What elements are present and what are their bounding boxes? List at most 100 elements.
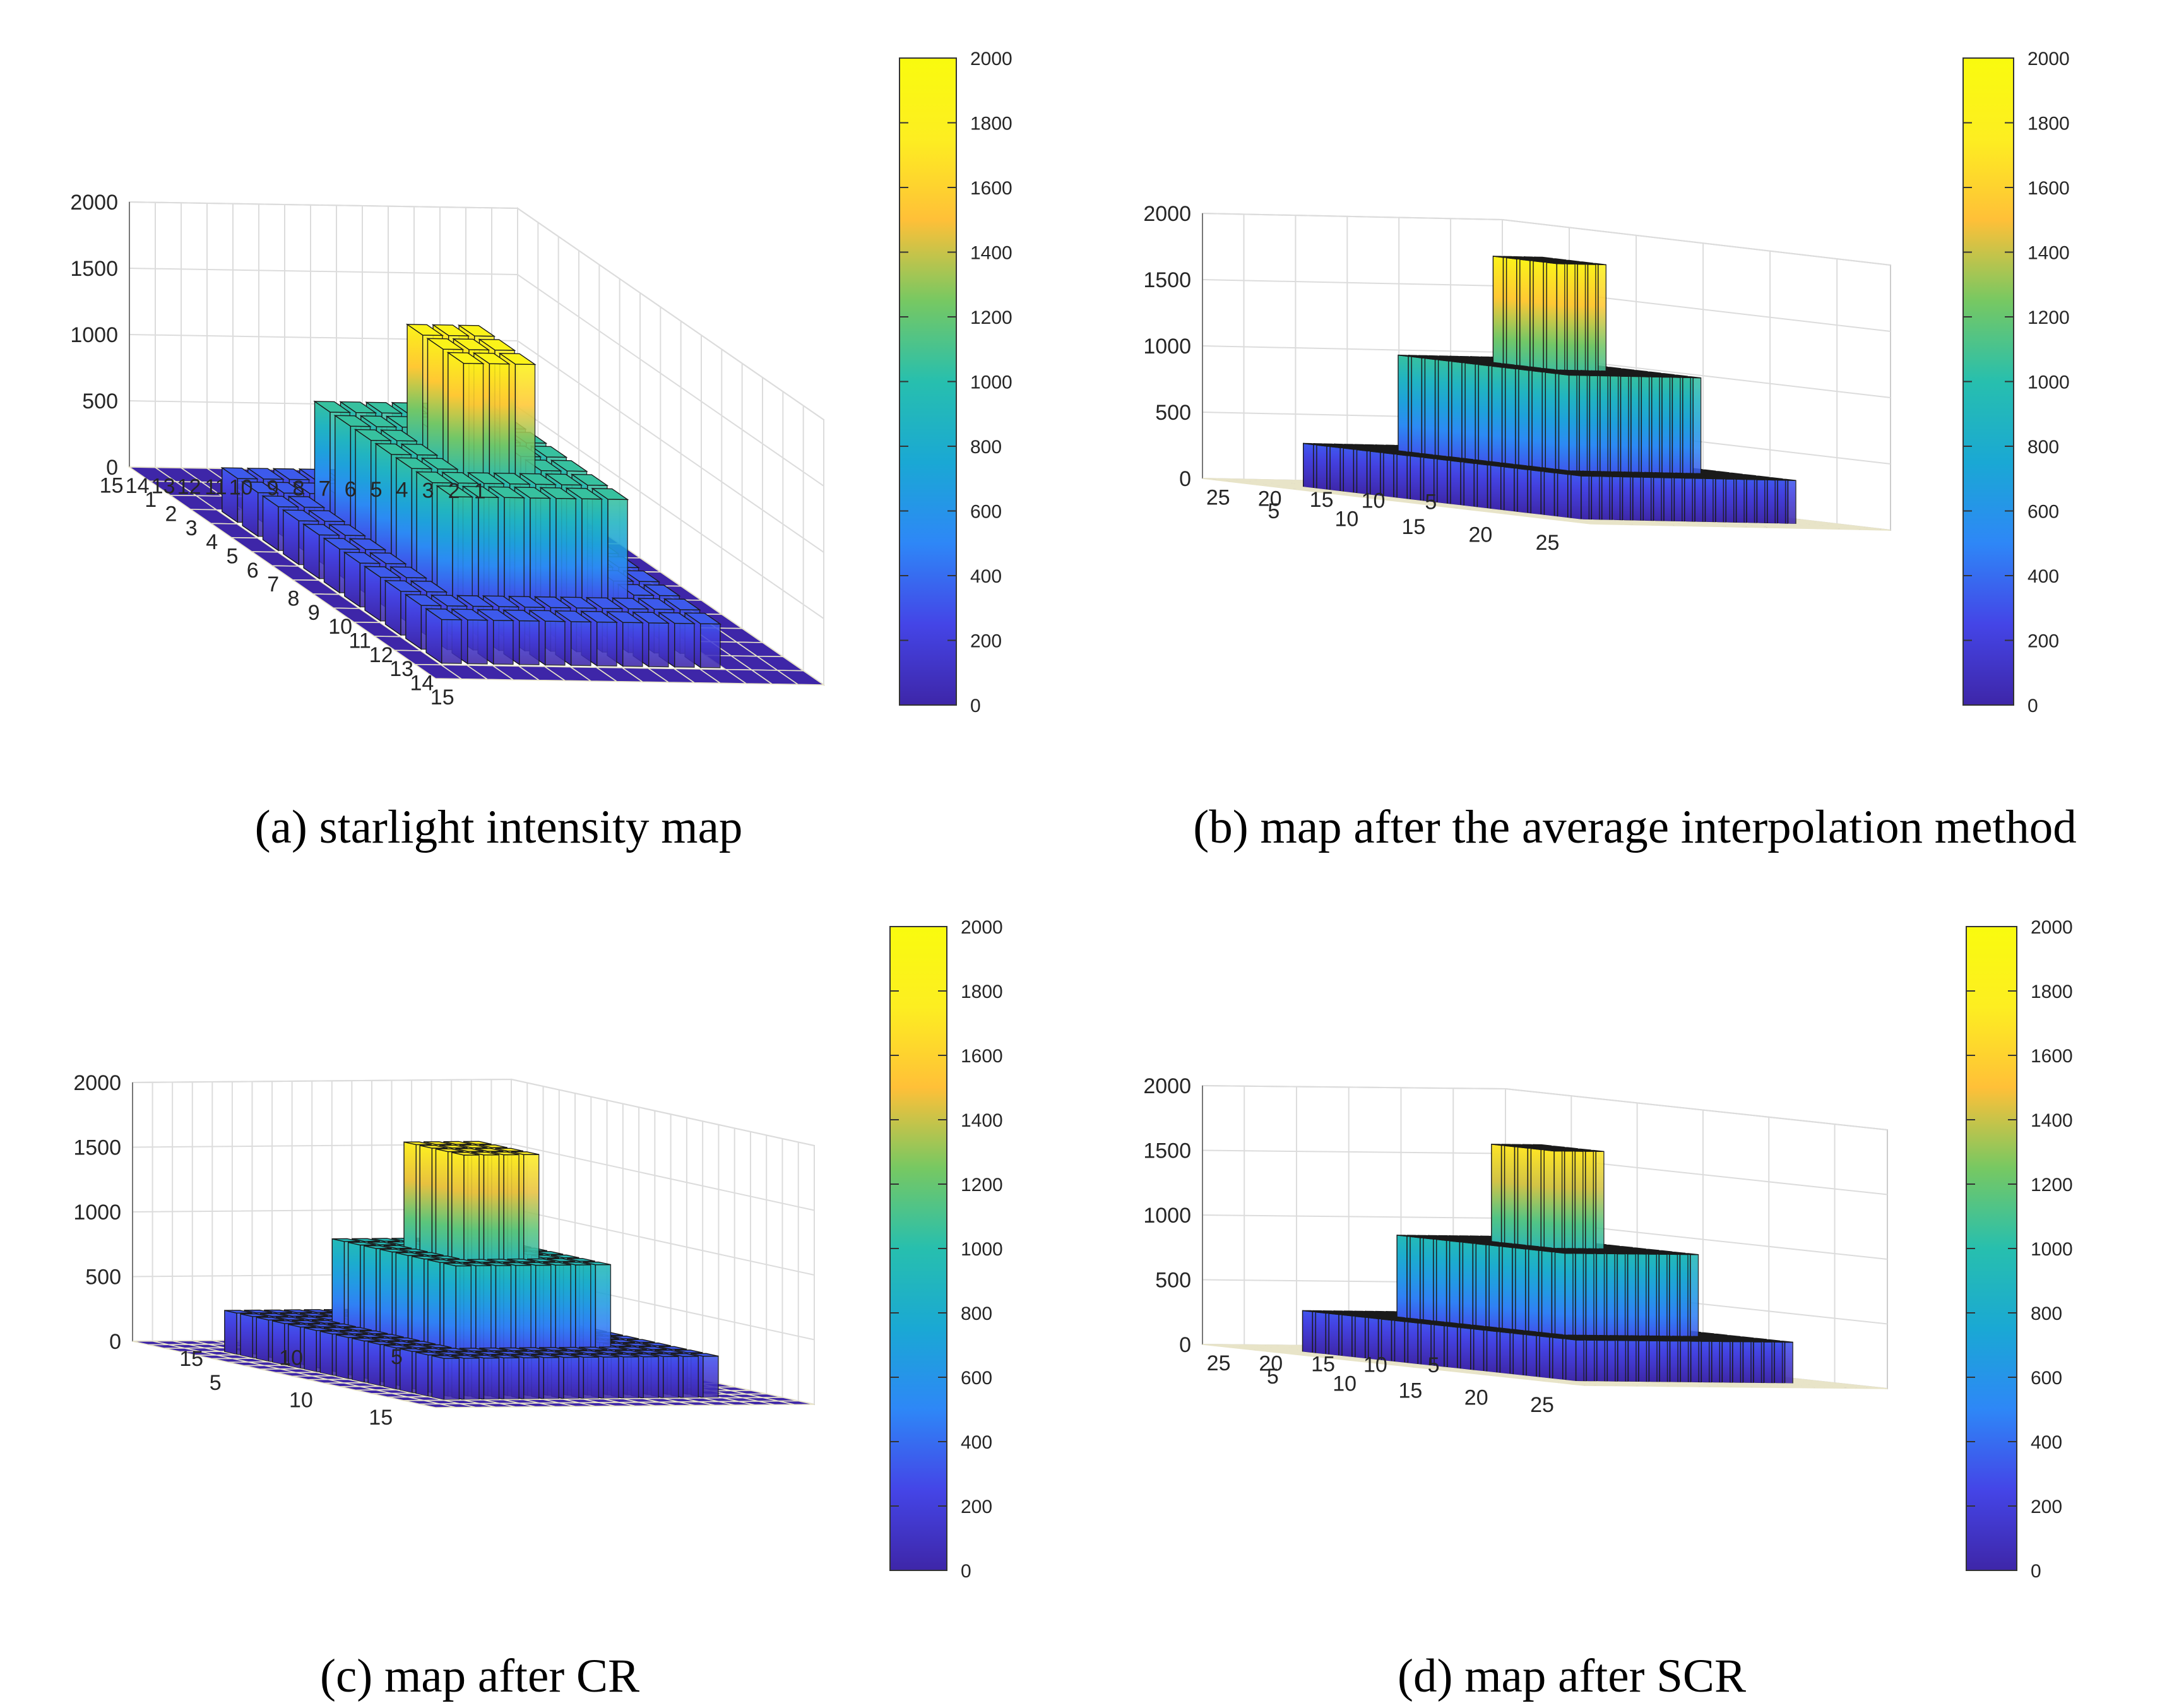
bar-face — [699, 623, 721, 668]
bar-field — [1202, 256, 1891, 531]
bar-face — [1787, 480, 1796, 525]
bar-face — [1642, 477, 1652, 522]
colorbar-tick-label: 0 — [2027, 696, 2038, 716]
bar-top — [333, 415, 372, 427]
colorbar-tick-label: 200 — [2027, 631, 2059, 652]
bar-top — [400, 443, 439, 456]
bar-face — [1735, 478, 1745, 524]
bar-face — [1343, 448, 1355, 494]
bar-top — [565, 487, 603, 500]
colorbar-tick-label: 1200 — [961, 1175, 1003, 1195]
bar-top — [359, 415, 398, 428]
bar-top — [389, 566, 428, 579]
x-tick-label: 11 — [349, 629, 371, 653]
z-tick-label: 500 — [82, 389, 118, 413]
bar-face — [1302, 1310, 1314, 1354]
x-tick-label: 4 — [206, 530, 218, 554]
bar-top — [365, 401, 403, 414]
z-tick-label: 1500 — [70, 257, 118, 281]
bar-top — [498, 353, 537, 365]
y-tick-label: 8 — [293, 477, 305, 501]
bar-face — [1575, 1339, 1584, 1382]
bar-face — [224, 1310, 237, 1355]
bar-top — [643, 584, 681, 596]
colorbar-tick-label: 200 — [2031, 1497, 2062, 1517]
bar-top — [457, 324, 496, 337]
bar-top — [441, 471, 480, 484]
x-tick-label: 8 — [288, 587, 300, 611]
x-tick-label: 15 — [369, 1406, 393, 1430]
y-tick-label: 15 — [1310, 488, 1334, 512]
bar-top — [472, 352, 511, 365]
bar-face — [1612, 476, 1621, 521]
panel-c: 0500100015002000510155101502004006008001… — [73, 917, 1002, 1582]
x-tick-label: 20 — [1464, 1386, 1488, 1410]
panel-a: 0500100015002000123456789101112131415123… — [70, 49, 1012, 716]
bar-face — [1437, 458, 1448, 505]
y-tick-label: 5 — [391, 1345, 403, 1369]
colorbar-tick-label: 600 — [961, 1368, 992, 1389]
bar-face — [493, 620, 514, 665]
bar-face — [1601, 475, 1610, 521]
colorbar-tick-label: 1800 — [961, 982, 1003, 1002]
bar-face — [682, 1356, 699, 1399]
z-tick-label: 2000 — [73, 1071, 121, 1095]
z-tick-label: 0 — [1179, 1333, 1191, 1357]
bar-face — [1447, 1325, 1458, 1370]
bar-face — [1591, 475, 1600, 521]
bar-top — [436, 485, 474, 498]
bar-top — [323, 538, 361, 550]
bar-top — [461, 485, 500, 498]
bar-face — [1596, 1339, 1605, 1382]
bar-face — [1767, 479, 1776, 525]
bar-face — [1328, 1313, 1339, 1356]
bar-top — [544, 473, 583, 486]
y-tick-label: 10 — [229, 476, 253, 500]
y-tick-label: 10 — [1363, 1353, 1387, 1377]
y-tick-label: 4 — [396, 478, 408, 502]
bar-top — [450, 608, 489, 621]
bar-face — [1711, 1341, 1721, 1384]
x-tick-label: 10 — [1335, 507, 1359, 531]
x-tick-label: 15 — [1402, 515, 1426, 539]
z-tick-label: 1500 — [1143, 1139, 1191, 1163]
colorbar-tick-label: 1400 — [2027, 243, 2070, 264]
colorbar-tick-label: 600 — [970, 502, 1002, 523]
bar-face — [1701, 1341, 1710, 1384]
x-tick-label: 5 — [227, 545, 239, 569]
bar-face — [523, 1357, 540, 1400]
bar-face — [1663, 477, 1673, 523]
bar-top — [518, 473, 557, 485]
bar-face — [1659, 1340, 1668, 1383]
bar-top — [513, 487, 552, 499]
floor-tick-labels: 1234567891011121314151234567891011121314… — [100, 473, 486, 709]
bar-top — [339, 401, 377, 413]
bar-face — [663, 1356, 679, 1399]
colorbar-tick-label: 1000 — [970, 372, 1012, 393]
bar-top — [353, 429, 393, 441]
bar-face — [1543, 471, 1555, 518]
bar-face — [1673, 477, 1683, 523]
bar-face — [519, 620, 540, 665]
y-tick-label: 25 — [1207, 1351, 1231, 1375]
bar-top — [343, 552, 381, 564]
bar-face — [1694, 478, 1704, 523]
z-tick-label: 1000 — [73, 1201, 121, 1225]
bar-top — [550, 460, 588, 472]
x-tick-label: 2 — [165, 502, 177, 526]
colorbar-tick-label: 1400 — [970, 243, 1012, 264]
y-tick-label: 10 — [1362, 489, 1386, 513]
bar-face — [1460, 1327, 1471, 1371]
bar-top — [395, 457, 433, 470]
bar-top — [559, 596, 598, 609]
bar-top — [492, 472, 531, 485]
x-tick-label: 1 — [145, 488, 157, 512]
bar-top — [287, 495, 326, 508]
bar-face — [335, 1334, 349, 1380]
bar-face — [1721, 1341, 1731, 1384]
bar-face — [1704, 478, 1714, 523]
x-tick-label: 25 — [1530, 1393, 1554, 1417]
bar-face — [603, 1356, 619, 1399]
